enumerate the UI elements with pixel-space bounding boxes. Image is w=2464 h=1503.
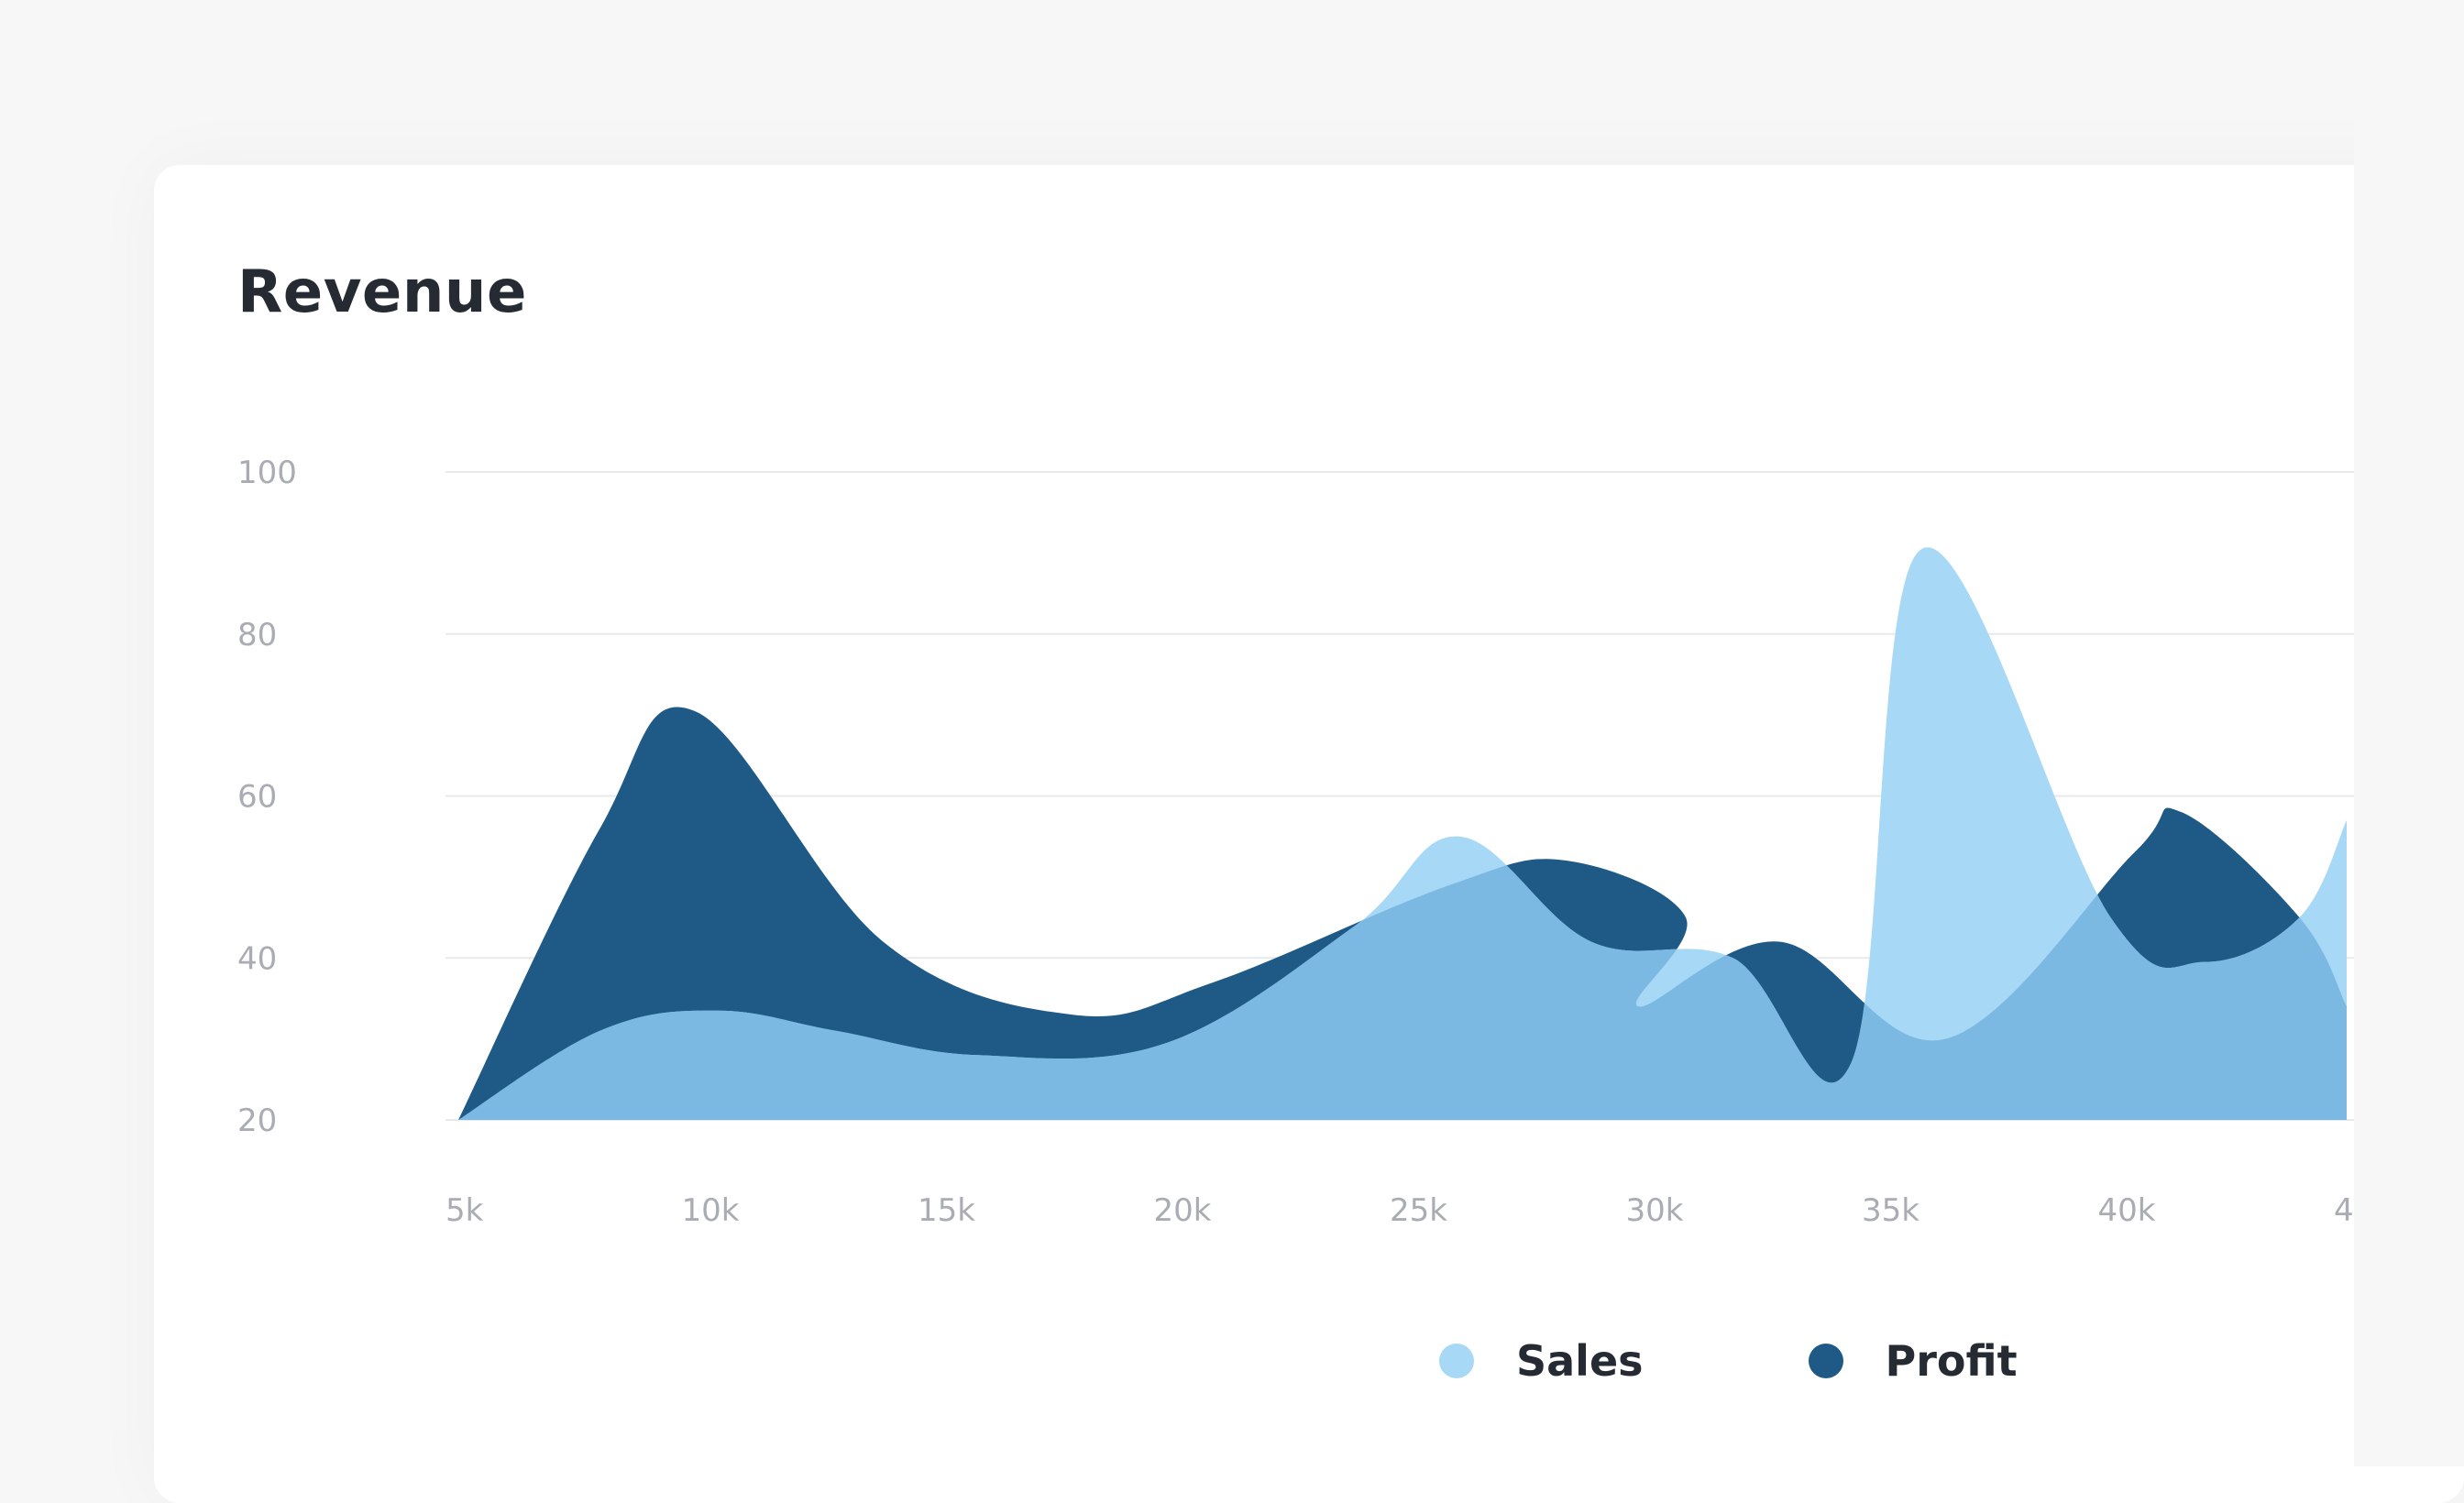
legend-label-sales: Sales (1516, 1336, 1644, 1386)
y-tick-label: 80 (237, 617, 277, 653)
legend-label-profit: Profit (1885, 1336, 2018, 1386)
chart-plot: 204060801005k10k15k20k25k30k35k40k45k (237, 455, 2392, 1229)
x-tick-label: 25k (1390, 1192, 1447, 1229)
chart-title: Revenue (237, 258, 527, 326)
legend-swatch-profit (1808, 1344, 1843, 1378)
x-tick-label: 5k (446, 1192, 484, 1229)
y-tick-label: 100 (237, 455, 297, 491)
legend-item-sales[interactable]: Sales (1439, 1336, 1644, 1386)
x-tick-label: 30k (1626, 1192, 1684, 1229)
legend-swatch-sales (1439, 1344, 1474, 1378)
y-tick-label: 60 (237, 779, 277, 816)
x-tick-label: 35k (1862, 1192, 1920, 1229)
x-tick-label: 20k (1154, 1192, 1212, 1229)
chart-card (154, 165, 2464, 1503)
series-areas (458, 547, 2347, 1120)
chart-edge-fade (2354, 0, 2464, 1466)
y-tick-label: 20 (237, 1103, 277, 1139)
area-sales (458, 547, 2347, 1120)
x-tick-label: 40k (2098, 1192, 2156, 1229)
y-tick-label: 40 (237, 940, 277, 977)
x-tick-label: 15k (918, 1192, 975, 1229)
x-tick-label: 10k (682, 1192, 740, 1229)
legend-item-profit[interactable]: Profit (1808, 1336, 2018, 1386)
chart-legend: Sales Profit (1439, 1336, 2183, 1386)
